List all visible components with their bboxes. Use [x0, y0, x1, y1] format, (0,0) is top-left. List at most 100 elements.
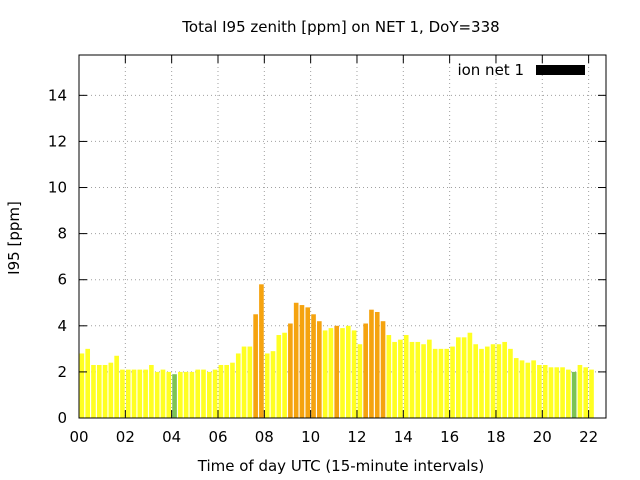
bar — [392, 341, 397, 418]
bar — [120, 369, 125, 418]
x-tick-label: 14 — [394, 428, 413, 446]
bar — [496, 344, 502, 418]
bar — [108, 362, 114, 418]
plot-frame — [78, 54, 607, 419]
bar — [380, 321, 386, 418]
bar — [235, 353, 241, 418]
bar — [264, 353, 270, 418]
bar — [178, 371, 183, 418]
y-tick-label: 8 — [57, 225, 67, 243]
bar — [363, 323, 368, 418]
y-tick-label: 6 — [57, 271, 67, 289]
bar — [85, 348, 91, 418]
bar — [537, 364, 542, 418]
bar — [305, 307, 311, 418]
bar — [432, 348, 438, 418]
bar — [513, 358, 519, 418]
y-tick-label: 2 — [57, 363, 67, 381]
bar — [386, 335, 392, 418]
bar — [96, 364, 102, 418]
x-tick-label: 16 — [440, 428, 459, 446]
bar — [409, 341, 415, 418]
bar — [247, 346, 253, 418]
bar — [218, 364, 224, 418]
bar — [143, 369, 148, 418]
x-tick-label: 08 — [255, 428, 274, 446]
bar — [224, 364, 229, 418]
bar — [548, 367, 554, 418]
bar — [131, 369, 137, 418]
x-tick-label: 18 — [486, 428, 505, 446]
y-tick-label: 10 — [48, 179, 67, 197]
bar — [212, 369, 218, 418]
bar — [253, 314, 258, 418]
bar — [241, 346, 247, 418]
bar — [571, 371, 577, 418]
y-tick-label: 14 — [48, 86, 67, 104]
bar — [276, 335, 282, 418]
bar — [230, 362, 235, 418]
bar — [137, 369, 143, 418]
legend: ion net 1 — [457, 61, 585, 79]
bar — [479, 348, 484, 418]
bar — [484, 346, 490, 418]
bar — [102, 364, 108, 418]
bar — [195, 369, 201, 418]
bar — [201, 369, 206, 418]
bar — [502, 341, 507, 418]
x-tick-labels: 00 02 04 06 08 10 12 14 16 18 20 22 — [69, 428, 598, 446]
bar — [357, 344, 363, 418]
bar — [351, 330, 357, 418]
legend-label: ion net 1 — [457, 61, 524, 79]
bar — [450, 346, 455, 418]
y-axis-label: I95 [ppm] — [5, 201, 23, 275]
x-tick-label: 04 — [162, 428, 181, 446]
bar — [421, 344, 426, 418]
bar — [345, 325, 351, 418]
ticks — [78, 55, 606, 419]
bar — [334, 325, 340, 418]
legend-swatch — [536, 65, 585, 75]
bar — [340, 328, 345, 418]
bar — [282, 332, 287, 418]
x-tick-label: 10 — [301, 428, 320, 446]
bar — [206, 371, 212, 418]
bar — [91, 364, 96, 418]
bar — [154, 371, 160, 418]
bar — [542, 364, 548, 418]
grid — [79, 55, 606, 418]
bar — [508, 348, 513, 418]
x-tick-label: 20 — [533, 428, 552, 446]
bar — [293, 302, 299, 418]
bar — [172, 374, 177, 418]
bar — [415, 341, 421, 418]
bar — [490, 344, 496, 418]
bar — [519, 360, 525, 418]
y-tick-label: 12 — [48, 132, 67, 150]
x-tick-label: 22 — [579, 428, 598, 446]
bar — [317, 321, 322, 418]
bar — [467, 332, 473, 418]
bar — [189, 371, 195, 418]
bar — [473, 344, 479, 418]
bar — [531, 360, 536, 418]
bar — [398, 339, 403, 418]
bar — [311, 314, 316, 418]
bar — [583, 367, 589, 418]
bar — [183, 371, 189, 418]
y-tick-label: 4 — [57, 317, 67, 335]
bar — [149, 364, 154, 418]
bar — [369, 309, 374, 418]
bar — [259, 284, 264, 418]
bar — [589, 369, 594, 418]
bar — [560, 367, 565, 418]
bar — [374, 311, 380, 418]
bar — [114, 355, 119, 418]
bar — [427, 339, 432, 418]
bar — [288, 323, 293, 418]
bar — [160, 369, 166, 418]
x-tick-label: 12 — [347, 428, 366, 446]
y-tick-labels: 0 2 4 6 8 10 12 14 — [48, 86, 67, 427]
bar — [554, 367, 560, 418]
